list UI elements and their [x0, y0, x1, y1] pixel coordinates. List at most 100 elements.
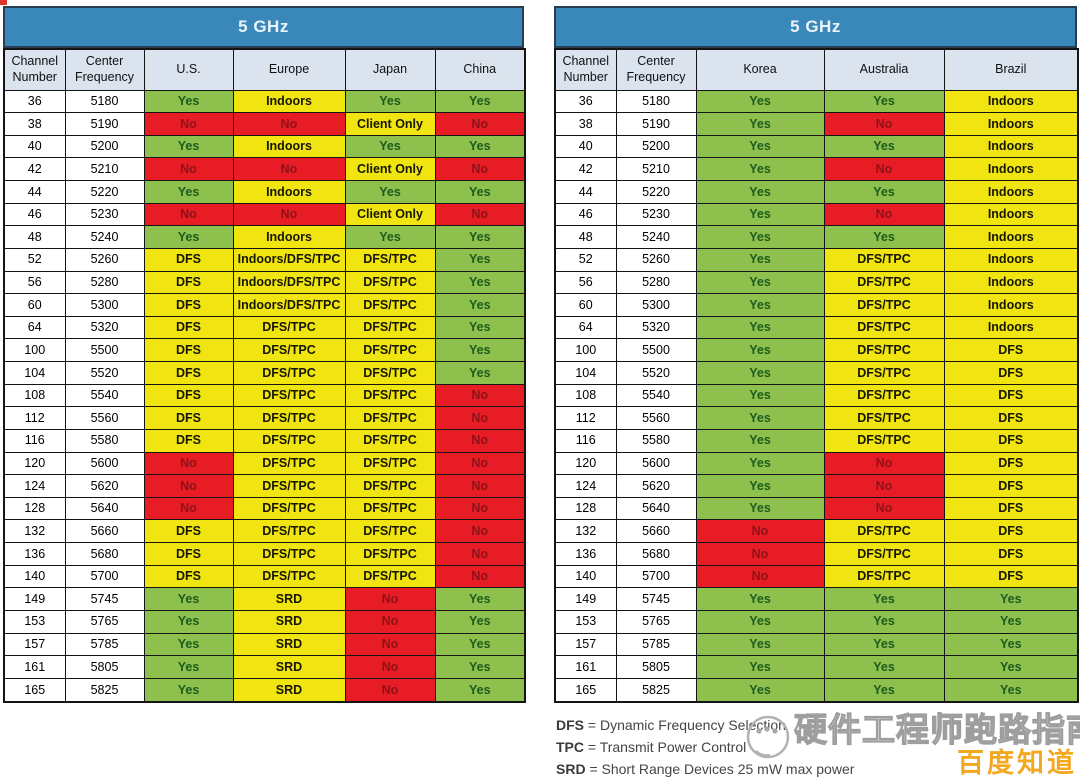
- status-cell: Yes: [695, 157, 825, 181]
- status-cell: Indoors: [943, 270, 1079, 295]
- status-cell: No: [434, 112, 526, 136]
- frequency-cell: 5560: [615, 406, 697, 430]
- table-row: 40 5200 Yes Indoors Yes Yes: [3, 134, 526, 159]
- frequency-cell: 5180: [615, 89, 697, 114]
- status-cell: Yes: [143, 655, 234, 679]
- status-cell: DFS: [143, 270, 234, 295]
- status-cell: DFS: [943, 519, 1079, 543]
- table-row: 104 5520 Yes DFS/TPC DFS: [554, 361, 1079, 385]
- status-cell: Yes: [143, 632, 234, 657]
- table-row: 52 5260 Yes DFS/TPC Indoors: [554, 247, 1079, 272]
- status-cell: Yes: [943, 632, 1079, 657]
- status-cell: DFS/TPC: [344, 338, 436, 362]
- frequency-cell: 5260: [615, 247, 697, 272]
- status-cell: Yes: [823, 632, 945, 657]
- frequency-cell: 5300: [64, 293, 145, 317]
- status-cell: No: [434, 428, 526, 453]
- status-cell: DFS: [943, 428, 1079, 453]
- frequency-cell: 5620: [64, 474, 145, 498]
- channel-cell: 165: [3, 677, 66, 703]
- status-cell: DFS/TPC: [823, 542, 945, 566]
- frequency-cell: 5220: [615, 180, 697, 204]
- frequency-cell: 5540: [615, 383, 697, 408]
- status-cell: DFS: [943, 474, 1079, 498]
- frequency-cell: 5640: [64, 496, 145, 521]
- status-cell: Yes: [695, 632, 825, 657]
- channel-cell: 46: [554, 202, 617, 227]
- table-row: 153 5765 Yes SRD No Yes: [3, 609, 526, 634]
- status-cell: DFS/TPC: [823, 564, 945, 589]
- frequency-cell: 5825: [615, 677, 697, 703]
- status-cell: DFS: [943, 542, 1079, 566]
- table-row: 112 5560 DFS DFS/TPC DFS/TPC No: [3, 406, 526, 430]
- frequency-cell: 5210: [64, 157, 145, 181]
- status-cell: DFS/TPC: [344, 406, 436, 430]
- status-cell: Yes: [823, 180, 945, 204]
- status-cell: DFS: [943, 338, 1079, 362]
- status-cell: DFS/TPC: [232, 361, 346, 385]
- status-cell: No: [232, 112, 346, 136]
- status-cell: Yes: [943, 609, 1079, 634]
- status-cell: Indoors: [943, 134, 1079, 159]
- channel-cell: 136: [554, 542, 617, 566]
- channel-cell: 56: [3, 270, 66, 295]
- status-cell: Yes: [434, 315, 526, 340]
- table-row: 140 5700 DFS DFS/TPC DFS/TPC No: [3, 564, 526, 589]
- status-cell: Indoors: [943, 157, 1079, 181]
- status-cell: Indoors: [943, 180, 1079, 204]
- status-cell: DFS/TPC: [232, 519, 346, 543]
- channel-cell: 153: [554, 609, 617, 634]
- status-cell: Yes: [695, 406, 825, 430]
- status-cell: No: [823, 496, 945, 521]
- status-cell: Yes: [143, 134, 234, 159]
- status-cell: Yes: [695, 134, 825, 159]
- legend-abbr: TPC: [556, 739, 584, 755]
- status-cell: Yes: [344, 225, 436, 249]
- status-cell: No: [143, 112, 234, 136]
- status-cell: No: [823, 202, 945, 227]
- status-cell: No: [344, 632, 436, 657]
- status-cell: DFS/TPC: [823, 428, 945, 453]
- status-cell: DFS/TPC: [344, 564, 436, 589]
- status-cell: Yes: [823, 225, 945, 249]
- table-row: 40 5200 Yes Yes Indoors: [554, 134, 1079, 159]
- channel-cell: 44: [554, 180, 617, 204]
- status-cell: Yes: [695, 89, 825, 114]
- table-row: 165 5825 Yes Yes Yes: [554, 677, 1079, 703]
- table-row: 60 5300 Yes DFS/TPC Indoors: [554, 293, 1079, 317]
- column-header: Brazil: [943, 48, 1079, 91]
- status-cell: DFS: [143, 519, 234, 543]
- channel-cell: 44: [3, 180, 66, 204]
- status-cell: Yes: [695, 361, 825, 385]
- column-header: China: [434, 48, 526, 91]
- status-cell: DFS/TPC: [823, 406, 945, 430]
- status-cell: DFS: [943, 361, 1079, 385]
- status-cell: Yes: [695, 180, 825, 204]
- frequency-cell: 5560: [64, 406, 145, 430]
- channel-cell: 64: [3, 315, 66, 340]
- status-cell: No: [143, 202, 234, 227]
- frequency-cell: 5300: [615, 293, 697, 317]
- channel-cell: 132: [3, 519, 66, 543]
- channel-cell: 40: [554, 134, 617, 159]
- frequency-cell: 5765: [615, 609, 697, 634]
- frequency-cell: 5540: [64, 383, 145, 408]
- status-cell: DFS/TPC: [232, 564, 346, 589]
- table-row: 132 5660 No DFS/TPC DFS: [554, 519, 1079, 543]
- channel-cell: 161: [554, 655, 617, 679]
- status-cell: Yes: [695, 677, 825, 703]
- table-row: 100 5500 Yes DFS/TPC DFS: [554, 338, 1079, 362]
- frequency-cell: 5660: [64, 519, 145, 543]
- channel-cell: 165: [554, 677, 617, 703]
- frequency-cell: 5280: [615, 270, 697, 295]
- status-cell: Yes: [943, 587, 1079, 611]
- status-cell: Indoors/DFS/TPC: [232, 270, 346, 295]
- frequency-cell: 5765: [64, 609, 145, 634]
- channel-cell: 48: [3, 225, 66, 249]
- status-cell: No: [344, 609, 436, 634]
- status-cell: Indoors/DFS/TPC: [232, 247, 346, 272]
- frequency-cell: 5180: [64, 89, 145, 114]
- table-row: 48 5240 Yes Indoors Yes Yes: [3, 225, 526, 249]
- status-cell: DFS: [143, 564, 234, 589]
- status-cell: Yes: [943, 655, 1079, 679]
